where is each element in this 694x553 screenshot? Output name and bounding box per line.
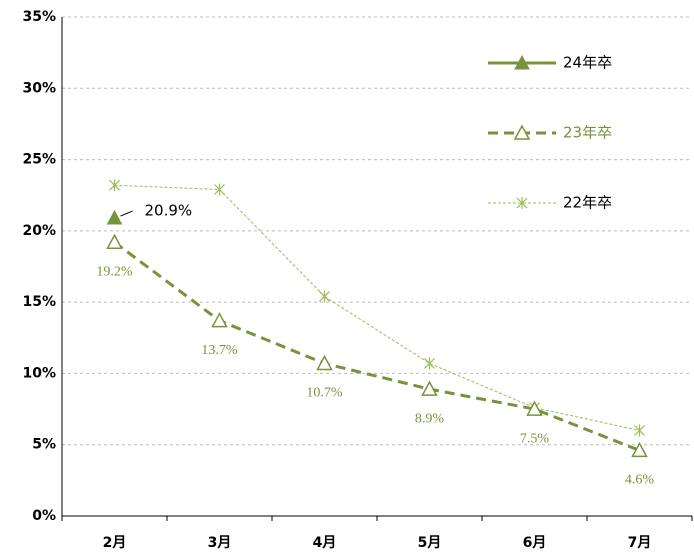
x-tick-label: 2月 xyxy=(103,535,127,551)
y-tick-label: 25% xyxy=(22,152,56,168)
marker xyxy=(214,183,225,196)
marker xyxy=(106,209,123,225)
marker xyxy=(424,357,435,370)
x-tick-label: 4月 xyxy=(313,535,337,551)
data-label: 13.7% xyxy=(201,343,238,358)
data-label: 7.5% xyxy=(520,431,550,446)
x-tick-label: 3月 xyxy=(208,535,232,551)
y-tick-label: 20% xyxy=(22,223,56,239)
y-tick-label: 30% xyxy=(22,80,56,96)
x-tick-label: 5月 xyxy=(418,535,442,551)
marker xyxy=(109,179,120,192)
data-label: 10.7% xyxy=(306,386,343,401)
x-tick-label: 6月 xyxy=(523,535,547,551)
series-line xyxy=(113,241,641,452)
marker xyxy=(634,424,645,437)
data-label: 8.9% xyxy=(415,411,445,426)
marker xyxy=(319,290,330,303)
data-label: 4.6% xyxy=(625,473,655,488)
marker xyxy=(421,380,438,396)
x-tick-label: 7月 xyxy=(628,535,652,551)
y-tick-label: 5% xyxy=(32,437,56,453)
marker xyxy=(211,312,228,328)
marker xyxy=(631,441,648,458)
data-label: 19.2% xyxy=(96,264,133,279)
y-tick-label: 0% xyxy=(32,508,56,524)
marker xyxy=(516,197,528,209)
y-tick-label: 35% xyxy=(22,9,56,25)
legend-label: 22年卒 xyxy=(563,194,612,212)
marker xyxy=(106,233,123,250)
marker xyxy=(513,124,531,140)
series-line xyxy=(114,184,640,431)
y-tick-label: 15% xyxy=(22,294,56,310)
data-label: 20.9% xyxy=(145,202,193,220)
legend-label: 23年卒 xyxy=(563,124,612,142)
marker xyxy=(526,400,543,416)
marker xyxy=(316,354,333,371)
label-arrow xyxy=(120,210,133,217)
legend-label: 24年卒 xyxy=(563,54,612,72)
marker xyxy=(514,54,530,70)
y-tick-label: 10% xyxy=(22,365,56,381)
